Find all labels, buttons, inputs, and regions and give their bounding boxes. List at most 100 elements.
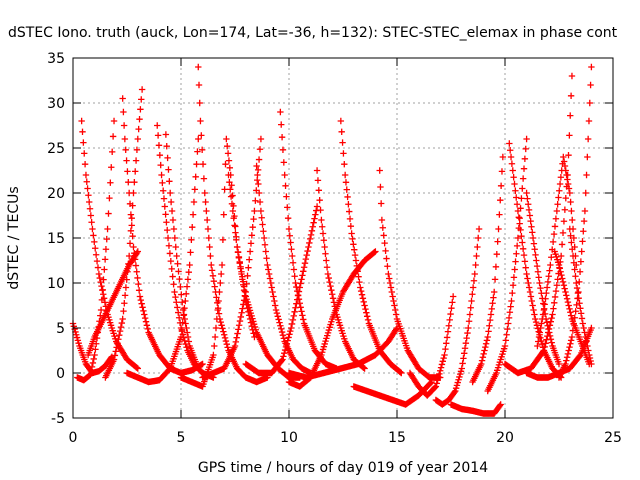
data-point: [279, 146, 287, 153]
data-point: [539, 315, 546, 323]
data-point: [529, 234, 537, 242]
data-point: [199, 360, 206, 368]
data-point: [287, 324, 295, 332]
data-point: [457, 368, 465, 375]
data-point: [189, 211, 197, 218]
data-point: [347, 222, 355, 230]
data-point: [210, 351, 217, 359]
data-point: [219, 325, 226, 332]
data-point: [557, 268, 564, 275]
data-point: [184, 333, 192, 341]
data-point: [576, 278, 583, 286]
data-point: [318, 216, 325, 224]
data-point: [172, 293, 179, 301]
data-point: [577, 310, 585, 317]
data-point: [511, 180, 518, 188]
data-point: [572, 273, 579, 280]
data-point: [122, 284, 130, 291]
data-point: [546, 267, 553, 274]
data-point: [560, 158, 568, 165]
data-point: [237, 263, 244, 270]
data-point: [489, 300, 496, 307]
data-point: [273, 309, 281, 317]
data-point: [241, 288, 249, 295]
data-point: [174, 304, 181, 311]
data-point: [132, 262, 140, 269]
data-point: [87, 212, 95, 219]
data-point: [251, 207, 258, 215]
data-point: [514, 207, 522, 215]
data-point: [220, 211, 227, 218]
data-point: [258, 214, 265, 221]
data-point: [524, 195, 531, 202]
data-point: [300, 316, 307, 323]
data-point: [543, 284, 551, 291]
data-point: [271, 302, 279, 309]
series-16-marks: [242, 203, 321, 377]
data-point: [81, 150, 88, 157]
data-point: [579, 320, 586, 327]
data-point: [372, 248, 379, 255]
data-point: [169, 273, 176, 280]
y-tick-label: 15: [47, 231, 65, 247]
data-point: [513, 194, 520, 201]
data-point: [317, 206, 324, 214]
data-point: [138, 86, 146, 93]
data-point: [573, 279, 580, 287]
data-point: [199, 161, 207, 168]
data-point: [573, 284, 581, 292]
data-point: [442, 345, 449, 353]
data-point: [384, 263, 391, 270]
data-point: [510, 274, 518, 281]
data-point: [158, 171, 165, 179]
data-point: [486, 316, 494, 324]
data-point: [183, 283, 191, 290]
data-point: [427, 379, 434, 387]
data-point: [286, 331, 293, 338]
data-point: [330, 299, 338, 306]
data-point: [485, 328, 492, 335]
data-point: [86, 372, 93, 379]
data-point: [115, 336, 122, 343]
y-tick-label: 30: [47, 96, 65, 112]
data-point: [124, 168, 131, 175]
data-point: [162, 131, 170, 138]
data-point: [356, 278, 363, 286]
data-point: [130, 189, 137, 197]
data-point: [479, 354, 487, 361]
data-point: [316, 197, 323, 204]
data-point: [567, 198, 574, 206]
series-20-marks: [285, 324, 401, 381]
data-point: [219, 236, 227, 243]
data-point: [556, 265, 564, 272]
data-point: [505, 314, 513, 322]
data-point: [182, 290, 190, 297]
x-tick-label: 20: [496, 430, 514, 446]
data-point: [239, 305, 246, 312]
data-point: [166, 366, 173, 373]
data-point: [438, 361, 446, 368]
data-point: [562, 194, 569, 202]
data-point: [234, 330, 241, 337]
data-point: [381, 239, 388, 247]
data-point: [278, 328, 286, 336]
data-point: [559, 275, 566, 282]
data-point: [267, 279, 275, 287]
data-point: [321, 243, 328, 251]
data-point: [557, 174, 565, 181]
data-point: [233, 236, 240, 243]
series-26-marks: [469, 153, 507, 386]
data-point: [211, 283, 218, 290]
data-point: [114, 340, 121, 347]
data-point: [469, 291, 476, 298]
data-point: [175, 268, 182, 275]
data-point: [462, 339, 470, 347]
data-point: [117, 323, 125, 331]
data-point: [348, 230, 355, 237]
data-point: [578, 248, 585, 255]
data-point: [492, 263, 500, 270]
data-point: [91, 238, 98, 246]
data-point: [517, 226, 524, 234]
data-point: [203, 207, 210, 215]
y-axis-label: dSTEC / TECUs: [6, 186, 22, 289]
